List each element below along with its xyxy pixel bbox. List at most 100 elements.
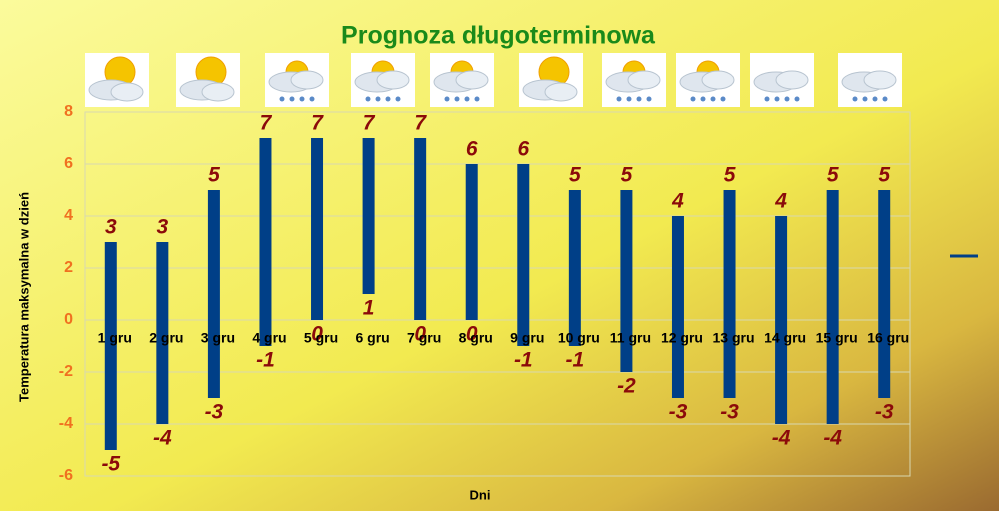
y-tick-label: 0: [64, 311, 73, 328]
bar: [620, 190, 633, 372]
value-label: 7: [363, 112, 376, 135]
icon-snow: [882, 96, 888, 102]
x-axis-title: Dni: [470, 487, 491, 502]
value-label: -5: [101, 453, 120, 476]
value-label: -3: [205, 401, 224, 424]
bar: [311, 138, 324, 320]
value-label: 5: [208, 164, 220, 187]
icon-snow: [375, 96, 381, 102]
x-tick-label: 11 gru: [610, 330, 651, 346]
chart-title: Prognoza długoterminowa: [341, 22, 656, 50]
bar: [826, 190, 839, 424]
value-label: 4: [774, 190, 787, 213]
icon-snow: [784, 96, 790, 102]
value-label: 0: [466, 323, 478, 346]
icon-snow: [454, 96, 460, 102]
icon-snow: [794, 96, 800, 102]
value-label: 4: [671, 190, 684, 213]
x-tick-label: 1 gru: [98, 330, 132, 346]
y-tick-label: 4: [64, 207, 73, 224]
bar: [259, 138, 272, 346]
x-tick-label: 2 gru: [149, 330, 183, 346]
value-label: -3: [720, 401, 739, 424]
y-tick-label: 2: [64, 259, 73, 276]
x-tick-label: 14 gru: [764, 330, 806, 346]
value-label: 5: [827, 164, 839, 187]
x-tick-label: 8 gru: [459, 330, 493, 346]
y-tick-label: -6: [59, 467, 73, 484]
icon-cloud: [863, 70, 897, 90]
icon-snow: [774, 96, 780, 102]
icon-snow: [616, 96, 622, 102]
icon-cloud: [201, 82, 235, 102]
icon-cloud: [544, 82, 578, 102]
value-label: 6: [517, 138, 529, 161]
icon-snow: [299, 96, 305, 102]
x-tick-label: 16 gru: [867, 330, 909, 346]
bar: [517, 164, 530, 346]
value-label: 3: [157, 216, 169, 239]
value-label: 7: [414, 112, 427, 135]
y-tick-label: 6: [64, 155, 73, 172]
icon-snow: [710, 96, 716, 102]
value-label: 5: [569, 164, 581, 187]
x-tick-label: 3 gru: [201, 330, 235, 346]
bar: [775, 216, 788, 424]
value-label: 5: [621, 164, 633, 187]
value-label: 7: [260, 112, 273, 135]
x-tick-label: 13 gru: [713, 330, 755, 346]
value-label: -4: [772, 427, 791, 450]
bar: [723, 190, 736, 398]
icon-snow: [720, 96, 726, 102]
icon-snow: [764, 96, 770, 102]
value-label: -3: [875, 401, 894, 424]
icon-cloud: [627, 70, 661, 90]
icon-snow: [636, 96, 642, 102]
icon-snow: [279, 96, 285, 102]
y-tick-label: -2: [59, 363, 73, 380]
weather-icons: [85, 53, 902, 107]
icon-snow: [646, 96, 652, 102]
icon-snow: [872, 96, 878, 102]
value-label: -3: [669, 401, 688, 424]
value-label: 0: [414, 323, 426, 346]
x-tick-label: 9 gru: [510, 330, 544, 346]
x-tick-label: 6 gru: [355, 330, 389, 346]
bar: [207, 190, 220, 398]
value-label: -1: [256, 349, 275, 372]
x-tick-label: 10 gru: [558, 330, 600, 346]
bar: [414, 138, 427, 320]
icon-snow: [444, 96, 450, 102]
icon-snow: [862, 96, 868, 102]
icon-cloud: [455, 70, 489, 90]
y-axis-title: Temperatura maksymalna w dzień: [16, 192, 31, 402]
bar: [568, 190, 581, 346]
value-label: 0: [311, 323, 323, 346]
y-tick-label: -4: [59, 415, 73, 432]
icon-cloud: [775, 70, 809, 90]
x-tick-label: 15 gru: [816, 330, 858, 346]
value-label: 5: [878, 164, 890, 187]
x-tick-label: 12 gru: [661, 330, 703, 346]
value-label: -1: [566, 349, 585, 372]
icon-snow: [385, 96, 391, 102]
icon-snow: [289, 96, 295, 102]
value-label: 7: [311, 112, 324, 135]
icon-cloud: [290, 70, 324, 90]
icon-snow: [700, 96, 706, 102]
icon-cloud: [701, 70, 735, 90]
icon-snow: [626, 96, 632, 102]
value-label: -2: [617, 375, 636, 398]
value-label: 6: [466, 138, 478, 161]
value-label: 5: [724, 164, 736, 187]
icon-cloud: [110, 82, 144, 102]
bar: [465, 164, 478, 320]
bar: [362, 138, 375, 294]
icon-snow: [395, 96, 401, 102]
x-tick-label: 4 gru: [252, 330, 286, 346]
value-label: 1: [363, 297, 375, 320]
icon-snow: [852, 96, 858, 102]
icon-snow: [365, 96, 371, 102]
value-label: -4: [153, 427, 172, 450]
x-tick-label: 7 gru: [407, 330, 441, 346]
